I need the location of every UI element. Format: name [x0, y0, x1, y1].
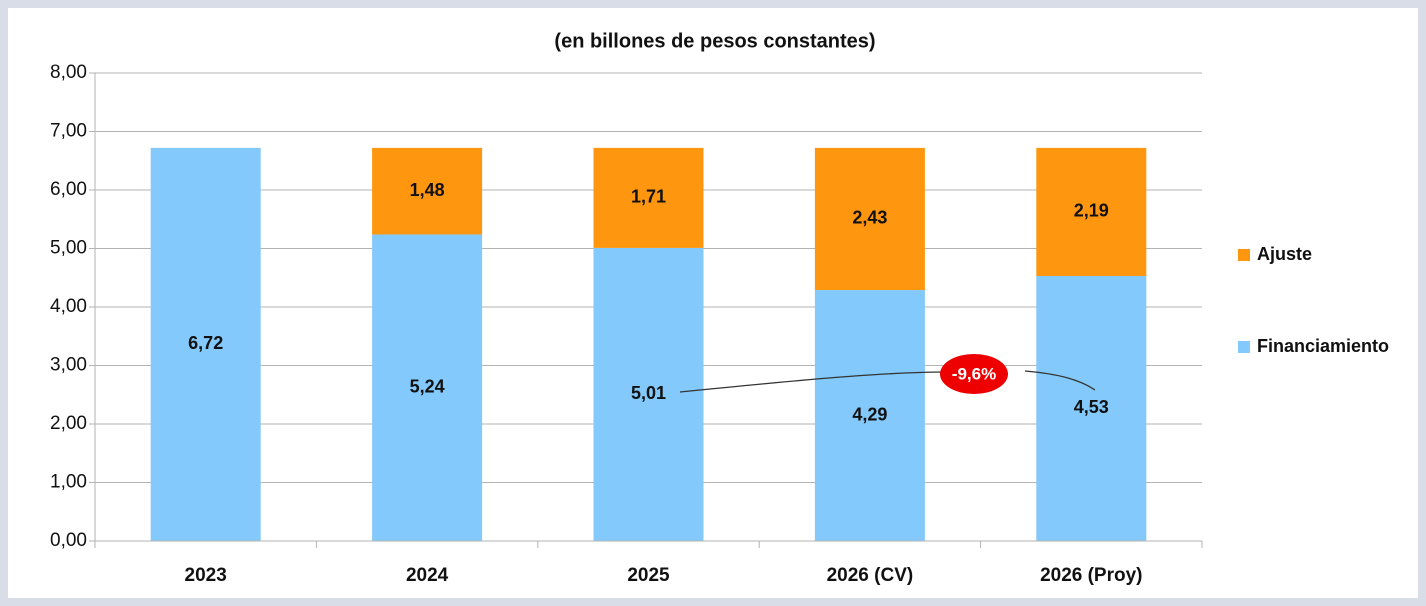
legend-swatch	[1238, 249, 1250, 261]
bar-segment	[150, 147, 261, 541]
data-label: 1,48	[410, 180, 445, 200]
y-tick-label: 3,00	[50, 355, 87, 376]
x-tick-label: 2025	[627, 565, 670, 586]
data-label: 6,72	[188, 333, 223, 353]
connector	[1024, 370, 1096, 391]
y-tick-label: 0,00	[50, 530, 87, 551]
y-tick-label: 4,00	[50, 296, 87, 317]
y-tick-label: 5,00	[50, 238, 87, 259]
bar-segment	[593, 247, 704, 542]
data-label: 2,43	[852, 208, 887, 228]
annotation: -9,6%	[952, 364, 996, 383]
legend-label: Financiamiento	[1257, 336, 1389, 356]
bar-segment	[372, 147, 483, 235]
chart-title: (en billones de pesos constantes)	[554, 30, 875, 52]
x-tick-label: 2023	[185, 565, 227, 586]
x-tick-label: 2024	[406, 565, 449, 586]
data-label: 4,53	[1074, 397, 1109, 417]
y-tick-label: 6,00	[50, 179, 87, 200]
data-label: 2,19	[1074, 201, 1109, 221]
x-tick-label: 2026 (Proy)	[1040, 565, 1142, 586]
y-tick-label: 7,00	[50, 121, 87, 142]
connector	[679, 371, 946, 393]
bar-segment	[814, 147, 925, 291]
bar-segment	[593, 147, 704, 248]
data-label: 1,71	[631, 187, 666, 207]
y-tick-label: 1,00	[50, 472, 87, 493]
bar-segment	[814, 290, 925, 541]
y-tick-label: 2,00	[50, 413, 87, 434]
data-label: 5,24	[410, 376, 445, 396]
data-label: 4,29	[852, 404, 887, 424]
x-tick-label: 2026 (CV)	[827, 565, 914, 586]
data-label: 5,01	[631, 383, 666, 403]
legend-label: Ajuste	[1257, 244, 1312, 264]
y-tick-label: 8,00	[50, 62, 87, 83]
bar-segment	[372, 234, 483, 541]
legend-swatch	[1238, 341, 1250, 353]
bar-segment	[1036, 147, 1147, 276]
annotation-badge	[940, 354, 1008, 394]
bar-segment	[1036, 275, 1147, 541]
